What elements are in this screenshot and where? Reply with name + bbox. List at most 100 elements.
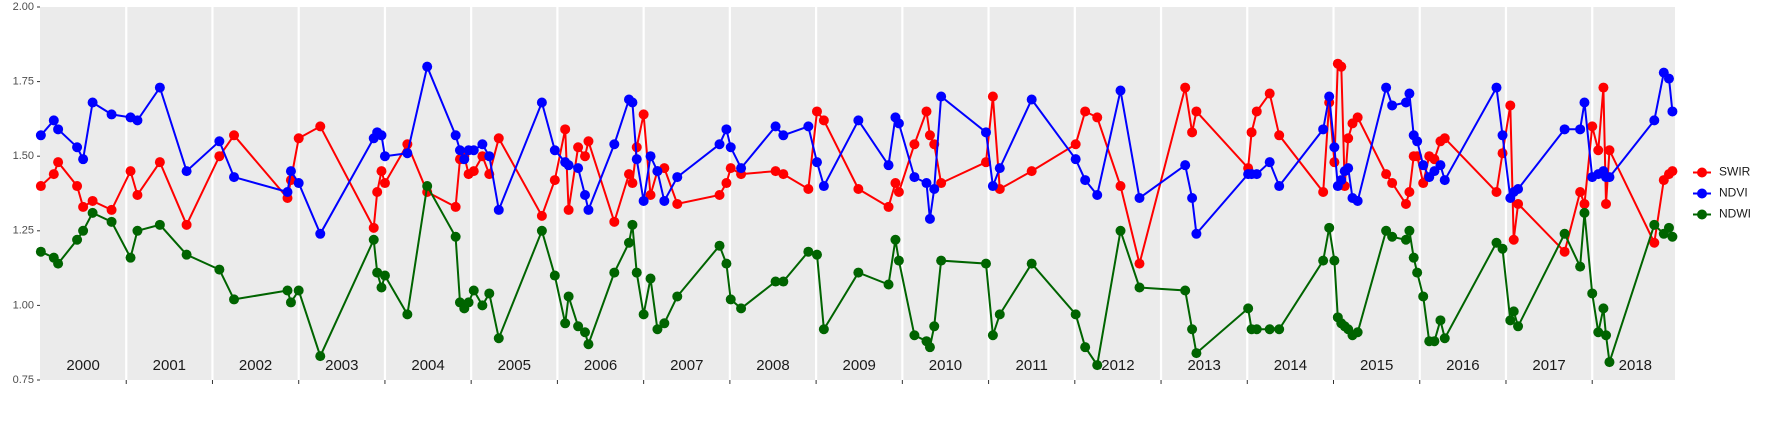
point (1080, 342, 1091, 353)
point (987, 330, 998, 341)
point (376, 282, 387, 293)
point (778, 130, 789, 141)
point (803, 246, 814, 257)
point (936, 178, 947, 189)
point (1587, 121, 1598, 132)
point (770, 276, 781, 287)
point (1070, 139, 1081, 150)
point (1329, 157, 1340, 168)
point (924, 130, 935, 141)
point (563, 160, 574, 171)
point (1667, 166, 1678, 177)
point (563, 204, 574, 215)
point (1412, 136, 1423, 147)
point (1274, 181, 1285, 192)
point (493, 133, 504, 144)
point (368, 222, 379, 233)
legend-marker (1697, 209, 1707, 220)
y-tick-label: 1.25 (13, 225, 34, 237)
point (72, 234, 83, 245)
point (1559, 246, 1570, 257)
point (1435, 315, 1446, 326)
point (924, 342, 935, 353)
point (921, 106, 932, 117)
point (229, 294, 240, 305)
point (929, 321, 940, 332)
point (549, 175, 560, 186)
point (580, 189, 590, 200)
point (1251, 106, 1262, 117)
point (1663, 222, 1674, 233)
point (35, 181, 46, 192)
point (627, 97, 638, 108)
point (536, 210, 547, 221)
point (883, 201, 894, 212)
point (1387, 178, 1398, 189)
point (214, 264, 225, 275)
point (725, 294, 736, 305)
point (1187, 192, 1198, 203)
point (811, 106, 822, 117)
point (293, 285, 304, 296)
point (315, 121, 326, 132)
point (125, 252, 136, 263)
point (536, 97, 547, 108)
point (1649, 237, 1660, 248)
point (721, 258, 732, 269)
year-label: 2013 (1187, 357, 1220, 374)
point (583, 204, 594, 215)
point (1092, 189, 1103, 200)
point (1400, 234, 1411, 245)
point (1667, 231, 1678, 242)
point (1497, 243, 1508, 254)
point (631, 154, 642, 165)
point (72, 142, 83, 153)
point (1080, 106, 1091, 117)
point (583, 136, 594, 147)
point (1593, 327, 1604, 338)
point (1318, 187, 1329, 198)
point (1439, 333, 1450, 344)
point (627, 219, 638, 230)
point (450, 231, 461, 242)
point (1579, 207, 1590, 218)
point (1513, 198, 1524, 209)
point (778, 276, 789, 287)
point (560, 124, 571, 135)
point (477, 151, 488, 162)
point (1343, 133, 1354, 144)
point (78, 225, 89, 236)
point (1026, 94, 1037, 105)
year-label: 2003 (325, 357, 358, 374)
point (1435, 160, 1446, 171)
point (583, 339, 594, 350)
point (672, 172, 683, 183)
point (477, 300, 488, 311)
y-tick-label: 1.00 (13, 299, 34, 311)
point (672, 291, 683, 302)
y-tick-label: 0.75 (13, 374, 34, 386)
point (921, 178, 932, 189)
point (1400, 97, 1411, 108)
point (1080, 175, 1091, 186)
point (1387, 100, 1398, 111)
point (1429, 336, 1440, 347)
y-tick-label: 1.75 (13, 76, 34, 88)
point (468, 166, 479, 177)
point (573, 321, 584, 332)
point (78, 201, 89, 212)
point (1274, 324, 1285, 335)
legend-marker (1697, 188, 1707, 199)
point (1649, 219, 1660, 230)
point (736, 303, 747, 314)
point (282, 187, 293, 198)
point (484, 288, 495, 299)
point (1352, 112, 1363, 123)
point (631, 267, 642, 278)
point (714, 139, 725, 150)
point (1352, 195, 1363, 206)
point (372, 187, 383, 198)
point (1439, 133, 1450, 144)
year-label: 2016 (1446, 357, 1479, 374)
point (721, 124, 732, 135)
